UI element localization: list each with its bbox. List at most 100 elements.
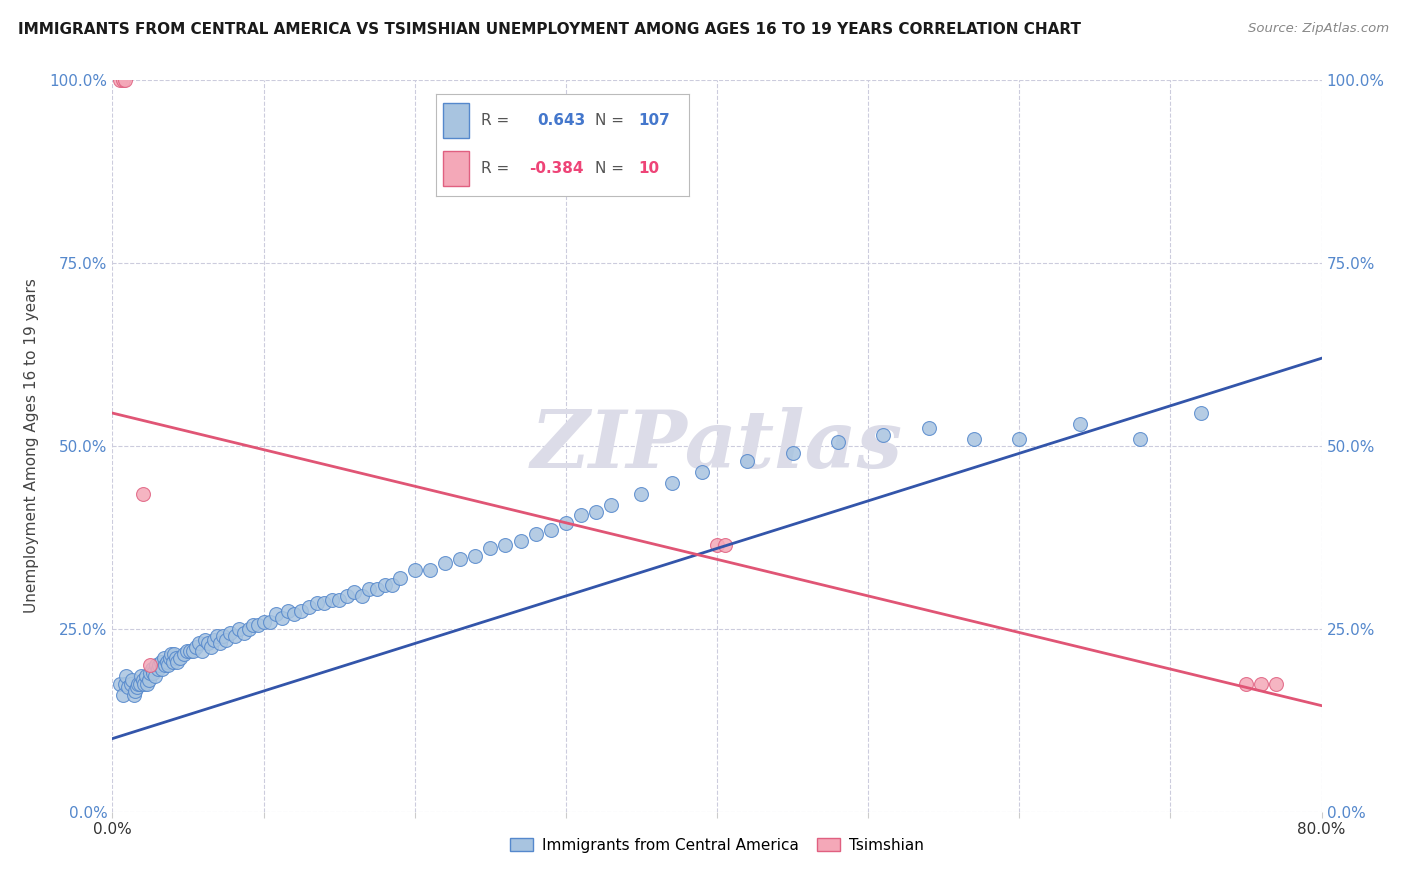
Point [142, 665, 165, 680]
Text: 10: 10 [638, 161, 659, 176]
Point [139, 658, 162, 673]
Point [173, 648, 195, 662]
Point [190, 644, 212, 658]
Point [138, 673, 160, 687]
Point [321, 592, 343, 607]
Point [350, 589, 373, 603]
Point [184, 640, 207, 655]
Point [713, 538, 735, 552]
Point [145, 658, 167, 673]
Point [381, 578, 404, 592]
Point [136, 676, 159, 690]
Point [585, 505, 607, 519]
Text: 0.643: 0.643 [537, 112, 585, 128]
Point [179, 644, 201, 658]
Point [114, 676, 136, 690]
Point [135, 669, 157, 683]
Point [1234, 676, 1257, 690]
Point [1008, 432, 1031, 446]
Point [661, 475, 683, 490]
Point [524, 526, 547, 541]
Point [1265, 676, 1288, 690]
Point [449, 552, 471, 566]
Point [359, 582, 381, 596]
Point [124, 684, 146, 698]
Point [208, 636, 231, 650]
Text: N =: N = [595, 161, 624, 176]
Point [169, 651, 191, 665]
Point [176, 644, 198, 658]
Point [259, 615, 281, 629]
Point [314, 596, 336, 610]
Text: -0.384: -0.384 [530, 161, 583, 176]
Text: IMMIGRANTS FROM CENTRAL AMERICA VS TSIMSHIAN UNEMPLOYMENT AMONG AGES 16 TO 19 YE: IMMIGRANTS FROM CENTRAL AMERICA VS TSIMS… [18, 22, 1081, 37]
Point [305, 596, 328, 610]
Point [224, 629, 246, 643]
Text: 107: 107 [638, 112, 671, 128]
Point [114, 73, 136, 87]
Bar [443, 151, 468, 186]
Point [283, 607, 305, 622]
Point [569, 508, 592, 523]
Point [963, 432, 986, 446]
Point [187, 636, 209, 650]
Point [1189, 406, 1212, 420]
Point [233, 625, 256, 640]
Point [872, 428, 894, 442]
Point [156, 655, 179, 669]
Point [343, 585, 366, 599]
Point [1069, 417, 1091, 431]
Point [246, 618, 269, 632]
Point [433, 556, 456, 570]
Point [219, 625, 242, 640]
Point [918, 421, 941, 435]
Point [162, 655, 184, 669]
Point [298, 599, 321, 614]
Point [122, 688, 145, 702]
Point [290, 603, 312, 617]
Point [264, 607, 287, 622]
Point [554, 516, 576, 530]
Point [737, 453, 759, 467]
Bar [443, 103, 468, 137]
Point [270, 611, 292, 625]
Point [166, 655, 188, 669]
Point [404, 563, 426, 577]
Point [374, 578, 396, 592]
Point [132, 486, 155, 500]
Point [163, 648, 186, 662]
Point [479, 541, 502, 556]
Text: ZIPatlas: ZIPatlas [531, 408, 903, 484]
Point [197, 636, 219, 650]
Point [782, 446, 804, 460]
Point [253, 615, 276, 629]
Point [336, 589, 359, 603]
Point [388, 571, 411, 585]
Y-axis label: Unemployment Among Ages 16 to 19 years: Unemployment Among Ages 16 to 19 years [24, 278, 38, 614]
Point [153, 651, 176, 665]
Point [630, 486, 652, 500]
Point [200, 640, 222, 655]
Point [128, 676, 150, 690]
Point [132, 673, 155, 687]
Text: R =: R = [481, 112, 509, 128]
Text: Source: ZipAtlas.com: Source: ZipAtlas.com [1249, 22, 1389, 36]
Point [134, 676, 156, 690]
Point [1129, 432, 1152, 446]
Point [160, 648, 183, 662]
Point [181, 644, 204, 658]
Point [242, 618, 264, 632]
Point [328, 592, 350, 607]
Point [129, 669, 152, 683]
Point [159, 651, 181, 665]
Point [238, 622, 260, 636]
Point [495, 538, 517, 552]
Point [194, 632, 217, 647]
Point [125, 681, 148, 695]
Legend: Immigrants from Central America, Tsimshian: Immigrants from Central America, Tsimshi… [503, 831, 931, 859]
Point [108, 73, 131, 87]
Point [112, 73, 135, 87]
Point [509, 534, 531, 549]
Point [120, 676, 142, 690]
Point [228, 622, 250, 636]
